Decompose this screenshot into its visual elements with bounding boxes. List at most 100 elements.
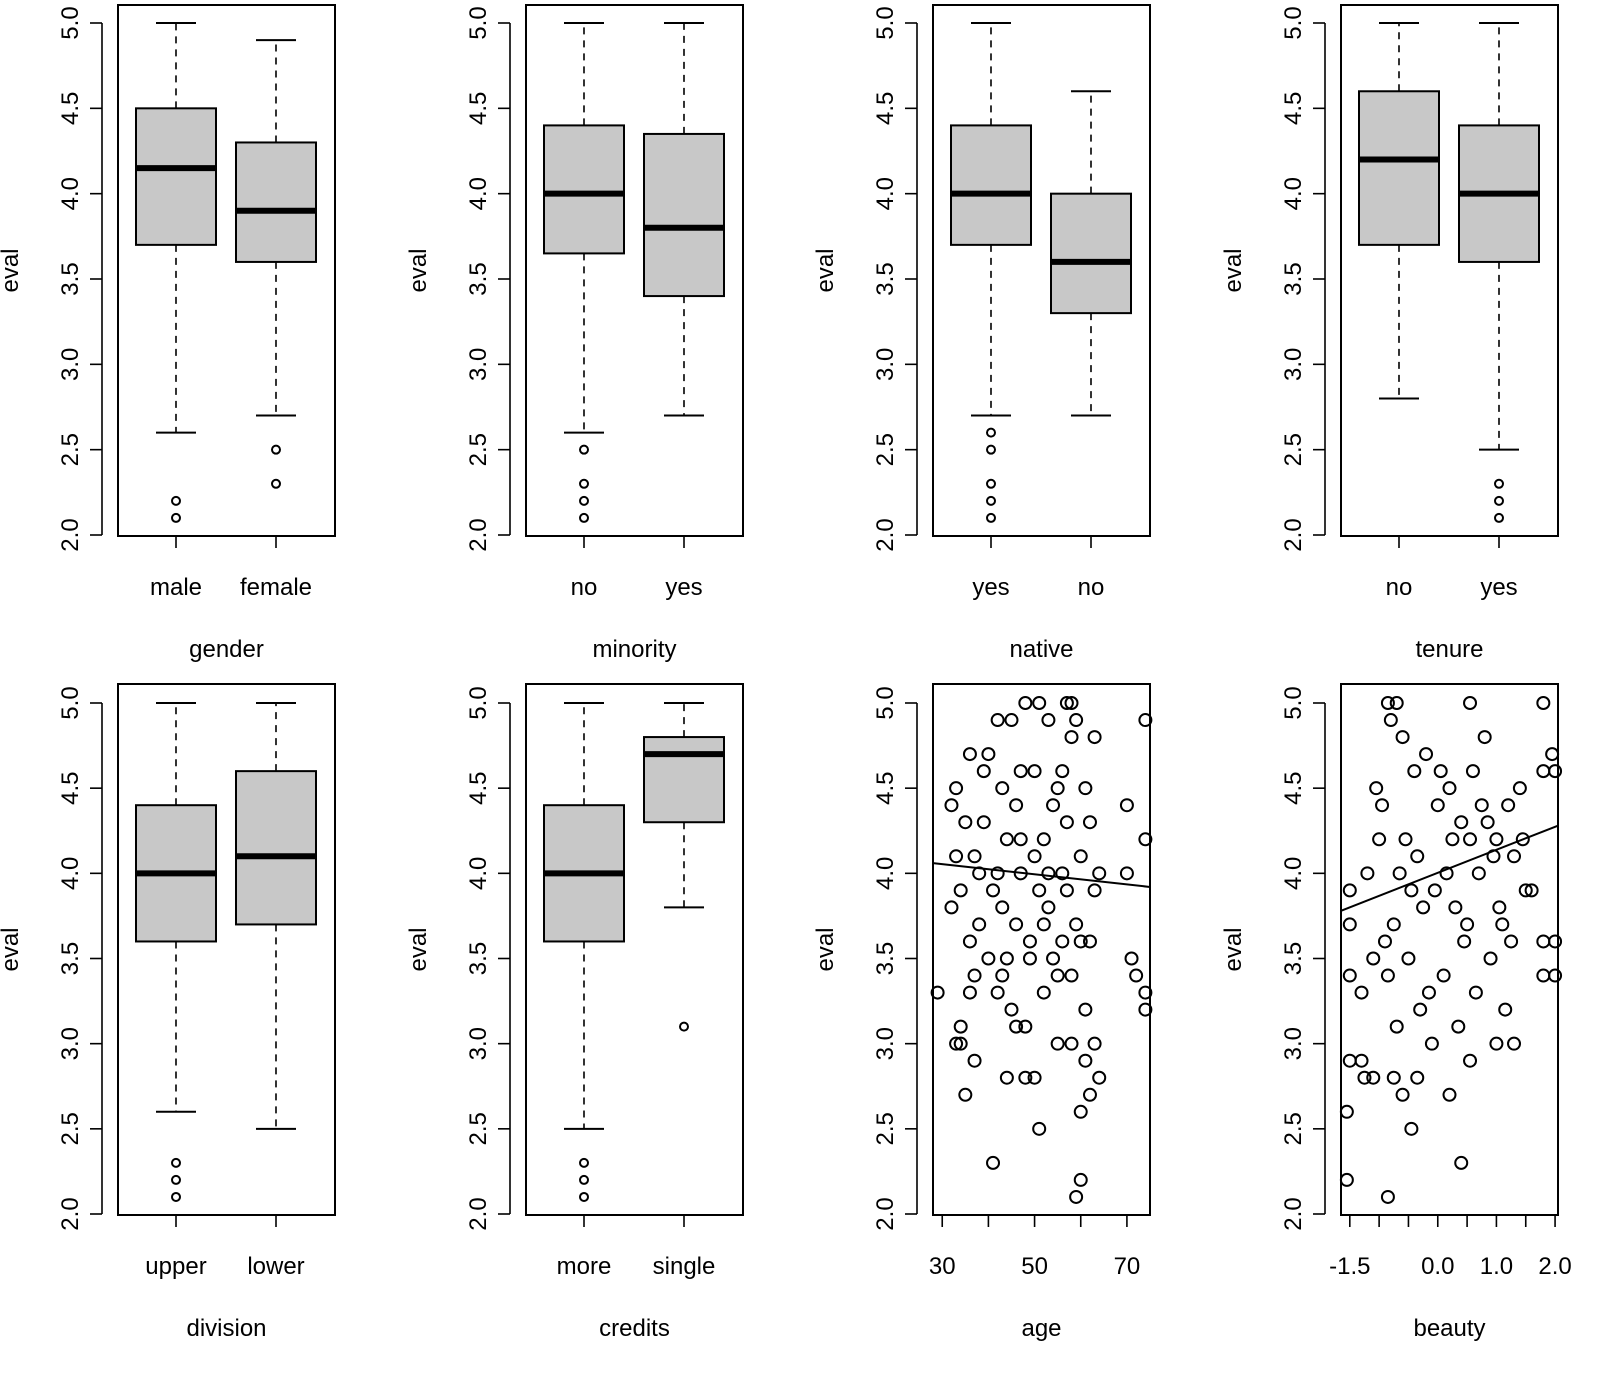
outlier-point [986,444,996,455]
data-point [1073,1172,1088,1187]
data-point [1050,968,1065,983]
outlier-point [579,1174,589,1185]
y-axis-title: eval [405,927,432,971]
x-axis-title: gender [189,636,264,663]
x-tick-label: 0.0 [1421,1253,1454,1280]
data-point [1087,730,1102,745]
data-point [1046,798,1061,813]
y-axis-title: eval [0,248,24,292]
outlier-point [171,1174,181,1185]
outlier-point [1494,478,1504,489]
data-point [949,781,964,796]
box-lower [235,702,317,1130]
y-tick-label: 2.0 [1280,1197,1307,1230]
x-tick-label: no [1078,574,1105,601]
data-point [990,713,1005,728]
y-tick-label: 3.0 [57,348,84,381]
data-point [1380,696,1395,710]
data-point [1041,713,1056,728]
outlier-point [171,1157,181,1168]
data-point [930,985,945,1000]
outlier-point [171,1191,181,1202]
data-point [1018,1019,1033,1034]
data-point [1436,968,1451,983]
data-point [1380,1189,1395,1204]
box-yes [643,22,725,417]
data-point [1082,934,1097,949]
box-no [1358,22,1440,400]
outlier-point [986,478,996,489]
y-tick-label: 2.0 [57,1197,84,1230]
data-point [1548,968,1563,983]
data-point [1386,1070,1401,1085]
y-tick-label: 3.0 [1280,1027,1307,1060]
data-point [1369,781,1384,796]
x-tick-label: yes [665,574,702,601]
data-point [1372,832,1387,847]
data-point [953,883,968,898]
panel-age: 2.0 2.5 3.0 3.5 4.0 4.5 5.0 eval 30 50 70 age [812,683,1153,1342]
data-point [986,883,1001,898]
data-point [1354,985,1369,1000]
x-tick-label: 1.0 [1480,1253,1513,1280]
box-upper [135,702,217,1202]
data-point [995,900,1010,915]
data-point [1433,764,1448,779]
data-point [1457,934,1472,949]
data-point [1009,798,1024,813]
outlier-point [986,495,996,506]
data-point [1548,934,1563,949]
x-tick-label: more [557,1253,612,1280]
outlier-point [171,512,181,523]
data-point [976,764,991,779]
iqr-box [235,141,317,263]
data-point [1036,832,1051,847]
data-point [1041,900,1056,915]
data-point [1119,798,1134,813]
box-single [643,702,725,1032]
y-tick-label: 5.0 [1280,686,1307,719]
data-point [1507,849,1522,864]
y-tick-label: 5.0 [872,686,899,719]
data-point [1087,883,1102,898]
y-tick-label: 2.5 [465,1112,492,1145]
data-point [1536,696,1551,710]
x-tick-label: 70 [1114,1253,1141,1280]
data-point [944,798,959,813]
data-point [1404,883,1419,898]
outlier-point [579,444,589,455]
data-point [1410,849,1425,864]
data-point [990,985,1005,1000]
data-point [1339,1104,1354,1119]
y-tick-label: 3.0 [57,1027,84,1060]
y-tick-label: 4.0 [1280,857,1307,890]
y-tick-label: 3.0 [465,348,492,381]
data-point [1463,696,1478,710]
data-point [1375,798,1390,813]
x-tick-label: yes [1480,574,1517,601]
data-point [949,1036,964,1051]
data-point [1064,696,1079,710]
data-point [958,815,973,830]
y-tick-label: 2.0 [57,518,84,551]
data-point [1366,1070,1381,1085]
data-point [1483,951,1498,966]
data-point [972,917,987,932]
data-point [1377,934,1392,949]
data-point [1439,866,1454,881]
data-point [986,1155,1001,1170]
x-tick-label: 30 [929,1253,956,1280]
y-tick-label: 4.0 [57,177,84,210]
y-tick-label: 4.5 [465,771,492,804]
plot-frame [1340,683,1559,1216]
data-point [1082,815,1097,830]
outlier-point [579,1191,589,1202]
data-point [1018,696,1033,710]
box-yes [950,22,1032,523]
data-point [1498,1002,1513,1017]
iqr-box [235,770,317,926]
data-point [1036,985,1051,1000]
data-point [1404,1121,1419,1136]
y-axis-title: eval [812,927,839,971]
y-tick-label: 4.5 [57,92,84,125]
